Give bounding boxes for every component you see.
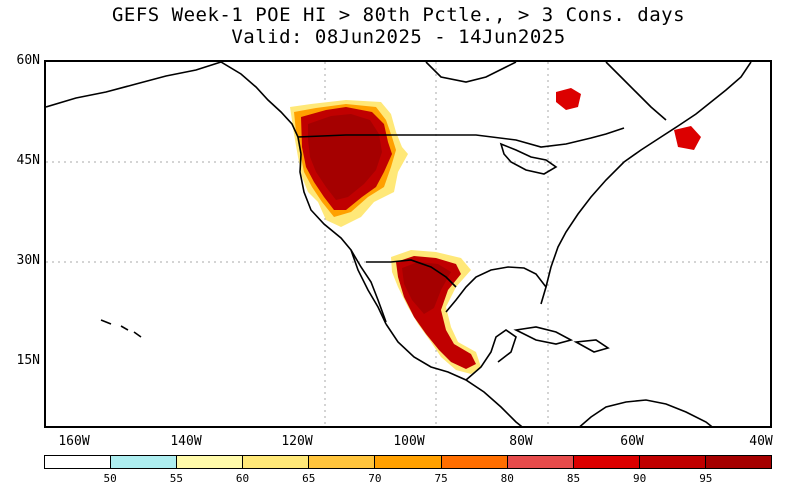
colorbar-label: 65 <box>302 472 316 485</box>
colorbar-label: 70 <box>368 472 382 485</box>
us-east-coast <box>545 62 752 288</box>
hispaniola <box>573 339 610 353</box>
us-west-coast <box>299 153 387 323</box>
map-canvas <box>46 62 770 426</box>
bc-pacific-coast <box>220 62 302 155</box>
colorbar-swatch <box>309 456 376 468</box>
lon-label-140w: 140W <box>170 434 202 449</box>
region-newfoundland <box>674 126 701 150</box>
colorbar-swatch <box>441 456 508 468</box>
lat-label-60n: 60N <box>16 53 40 68</box>
lon-label-100w: 100W <box>393 434 425 449</box>
map-panel <box>44 60 772 428</box>
colorbar-label: 80 <box>500 472 514 485</box>
gulf-of-mexico-coast <box>445 266 547 313</box>
hawaii-islands <box>100 319 142 338</box>
colorbar-swatch <box>111 456 178 468</box>
colorbar-swatch <box>573 456 640 468</box>
lon-label-120w: 120W <box>281 434 313 449</box>
colorbar-label: 50 <box>103 472 117 485</box>
yucatan-coast <box>465 329 517 381</box>
colorbar-swatch <box>507 456 574 468</box>
baja-california <box>350 249 387 325</box>
colorbar-label: 85 <box>566 472 581 485</box>
colorbar-swatch <box>243 456 310 468</box>
great-lakes <box>499 142 558 175</box>
lon-label-160w: 160W <box>58 434 90 449</box>
region-labrador-quebec <box>556 88 581 110</box>
hudson-bay-coast <box>425 62 517 83</box>
alaska-coast <box>46 62 222 108</box>
region-texas-mexico-core <box>402 262 451 314</box>
title-line-1: GEFS Week-1 POE HI > 80th Pctle., > 3 Co… <box>111 4 686 26</box>
colorbar-swatch <box>375 456 442 468</box>
colorbar-label: 90 <box>633 472 647 485</box>
lon-label-60w: 60W <box>620 434 644 449</box>
colorbar-swatch <box>639 456 706 468</box>
colorbar-swatch <box>45 456 112 468</box>
lon-label-80w: 80W <box>509 434 533 449</box>
colorbar-label: 60 <box>235 472 250 485</box>
lat-label-15n: 15N <box>16 353 40 368</box>
mexico-pacific-coast <box>385 323 523 426</box>
colorbar-label: 75 <box>434 472 448 485</box>
coastlines-and-borders <box>46 62 752 426</box>
heat-poe-regions <box>290 88 701 374</box>
us-mexico-border <box>366 259 457 288</box>
us-canada-border <box>297 127 625 148</box>
lat-label-45n: 45N <box>16 153 40 168</box>
labrador-coast <box>605 62 667 121</box>
colorbar-label: 95 <box>699 472 713 485</box>
colorbar-swatch <box>705 456 772 468</box>
lon-label-40w: 40W <box>749 434 773 449</box>
lat-label-30n: 30N <box>16 253 40 268</box>
colorbar-swatch <box>177 456 244 468</box>
colorbar-label: 55 <box>169 472 183 485</box>
colorbar <box>44 455 772 469</box>
title-line-2: Valid: 08Jun2025 - 14Jun2025 <box>231 26 566 48</box>
cuba <box>513 326 574 345</box>
map-title: GEFS Week-1 POE HI > 80th Pctle., > 3 Co… <box>0 4 797 48</box>
south-america-north <box>579 399 713 426</box>
